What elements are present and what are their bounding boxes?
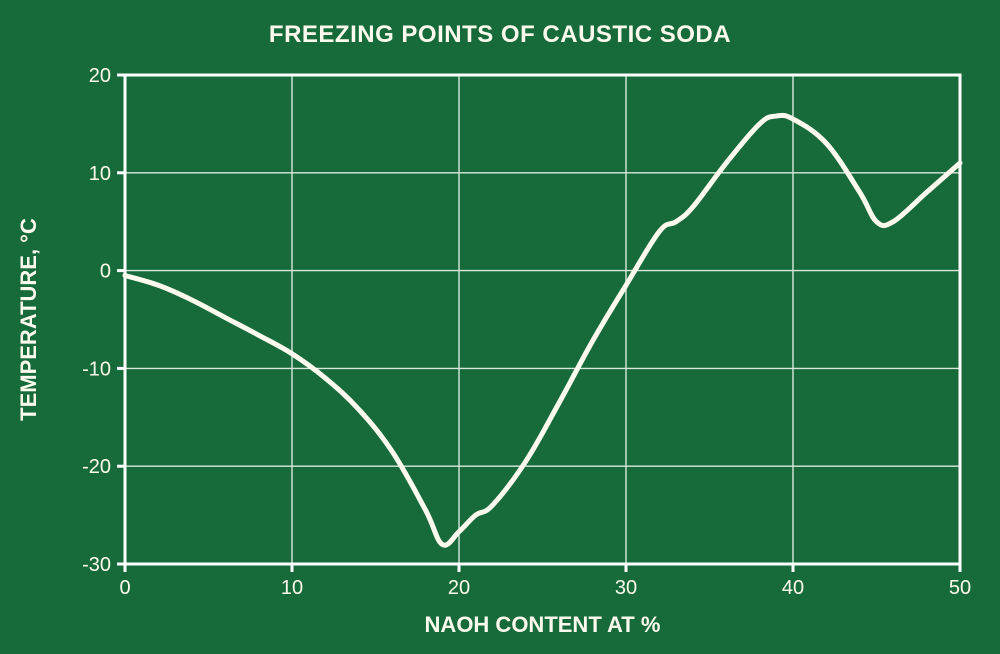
y-tick-label: 0 <box>100 261 111 283</box>
y-tick-label: -20 <box>82 456 111 478</box>
y-tick-label: 20 <box>89 65 111 87</box>
freezing-points-chart: 0 10 20 30 40 50 -30 -20 -10 0 10 20 FREEZING POINTS… <box>0 0 1000 654</box>
y-axis-label: TEMPERATURE, °C <box>16 218 41 421</box>
chart-background <box>0 0 1000 654</box>
chart-title: FREEZING POINTS OF CAUSTIC SODA <box>269 21 731 48</box>
y-tick-label: -30 <box>82 554 111 576</box>
x-tick-label: 20 <box>448 577 470 599</box>
y-tick-label: -10 <box>82 358 111 380</box>
x-tick-label: 30 <box>615 577 637 599</box>
x-tick-label: 10 <box>281 577 303 599</box>
x-tick-label: 50 <box>949 577 971 599</box>
x-tick-label: 40 <box>782 577 804 599</box>
x-axis-label: NAOH CONTENT AT % <box>425 612 661 637</box>
x-tick-label: 0 <box>119 577 130 599</box>
y-tick-label: 10 <box>89 163 111 185</box>
